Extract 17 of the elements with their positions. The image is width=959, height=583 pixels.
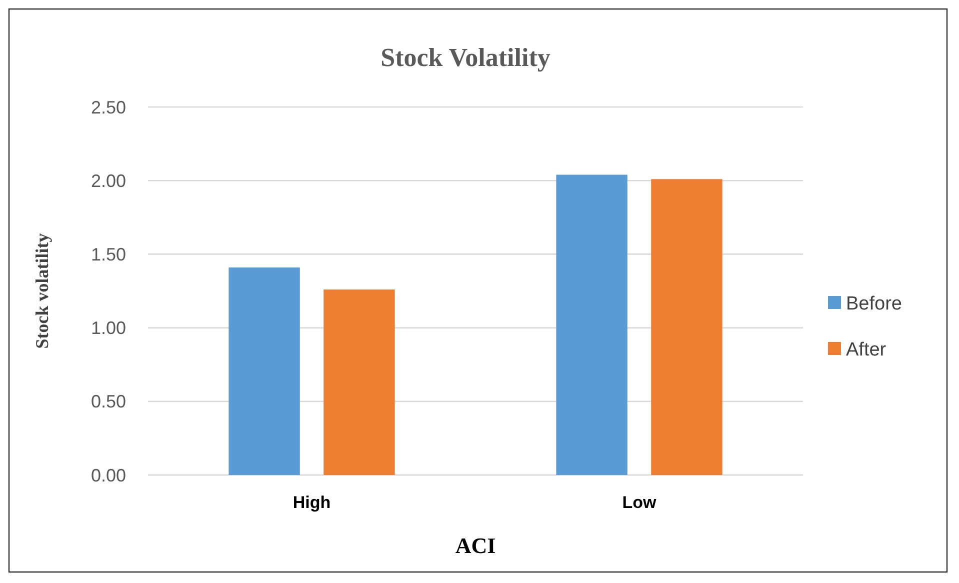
bar (556, 174, 628, 475)
bar (324, 290, 395, 475)
y-tick-label: 2.50 (90, 97, 126, 118)
bar (228, 267, 300, 475)
x-tick-label: High (292, 493, 331, 512)
legend-label: Before (846, 294, 902, 315)
bar (651, 179, 722, 475)
chart-title: Stock Volatility (380, 43, 550, 72)
x-tick-label: Low (622, 493, 658, 512)
y-tick-label: 1.50 (90, 244, 126, 264)
y-axis-title: Stock volatility (32, 233, 52, 349)
y-tick-label: 1.00 (90, 318, 126, 338)
y-tick-label: 2.00 (90, 170, 126, 191)
y-tick-label: 0.00 (90, 465, 126, 486)
x-axis-title: ACI (455, 533, 496, 558)
y-tick-label: 0.50 (90, 392, 126, 412)
legend-label: After (846, 340, 887, 361)
